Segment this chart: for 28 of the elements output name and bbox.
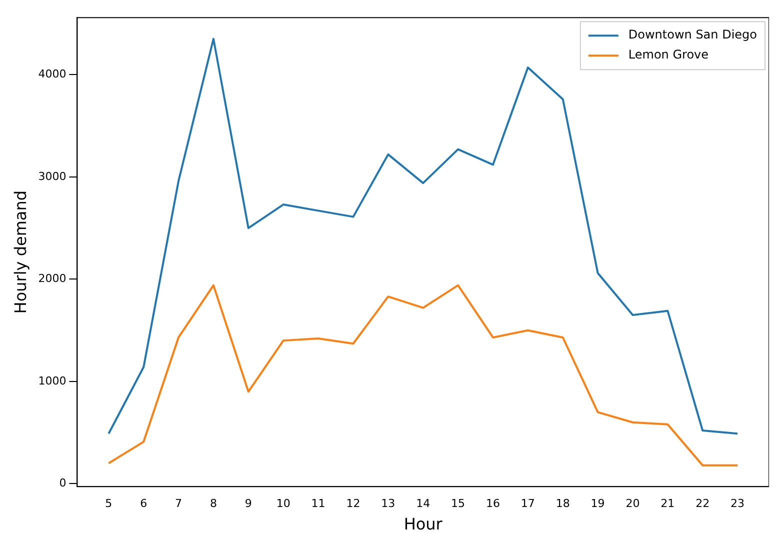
x-tick-label: 19	[590, 497, 605, 510]
x-tick-label: 18	[556, 497, 570, 510]
x-tick-label: 9	[244, 497, 252, 510]
legend-label: Downtown San Diego	[628, 28, 758, 42]
x-tick-label: 21	[660, 497, 675, 510]
x-tick-label: 8	[210, 497, 217, 510]
y-tick-label: 1000	[38, 374, 66, 388]
x-tick-label: 7	[175, 497, 182, 510]
x-axis-title: Hour	[404, 514, 443, 534]
x-tick-label: 17	[520, 497, 535, 510]
x-tick-label: 20	[626, 497, 640, 510]
x-tick-label: 15	[451, 497, 466, 510]
x-tick-label: 12	[346, 497, 360, 510]
x-tick-label: 10	[276, 497, 290, 510]
x-tick-label: 16	[486, 497, 500, 510]
y-axis-title: Hourly demand	[10, 190, 30, 314]
y-tick-label: 0	[59, 476, 66, 490]
x-tick-label: 22	[696, 497, 710, 510]
legend-label: Lemon Grove	[628, 48, 709, 62]
x-tick-label: 14	[416, 497, 430, 510]
x-tick-label: 11	[311, 497, 326, 510]
x-tick-label: 13	[381, 497, 396, 510]
y-tick-label: 3000	[38, 170, 66, 183]
x-tick-label: 5	[105, 497, 112, 510]
y-tick-label: 2000	[38, 272, 66, 286]
y-tick-label: 4000	[38, 68, 66, 81]
x-tick-label: 23	[730, 497, 745, 510]
x-tick-label: 6	[140, 497, 148, 510]
